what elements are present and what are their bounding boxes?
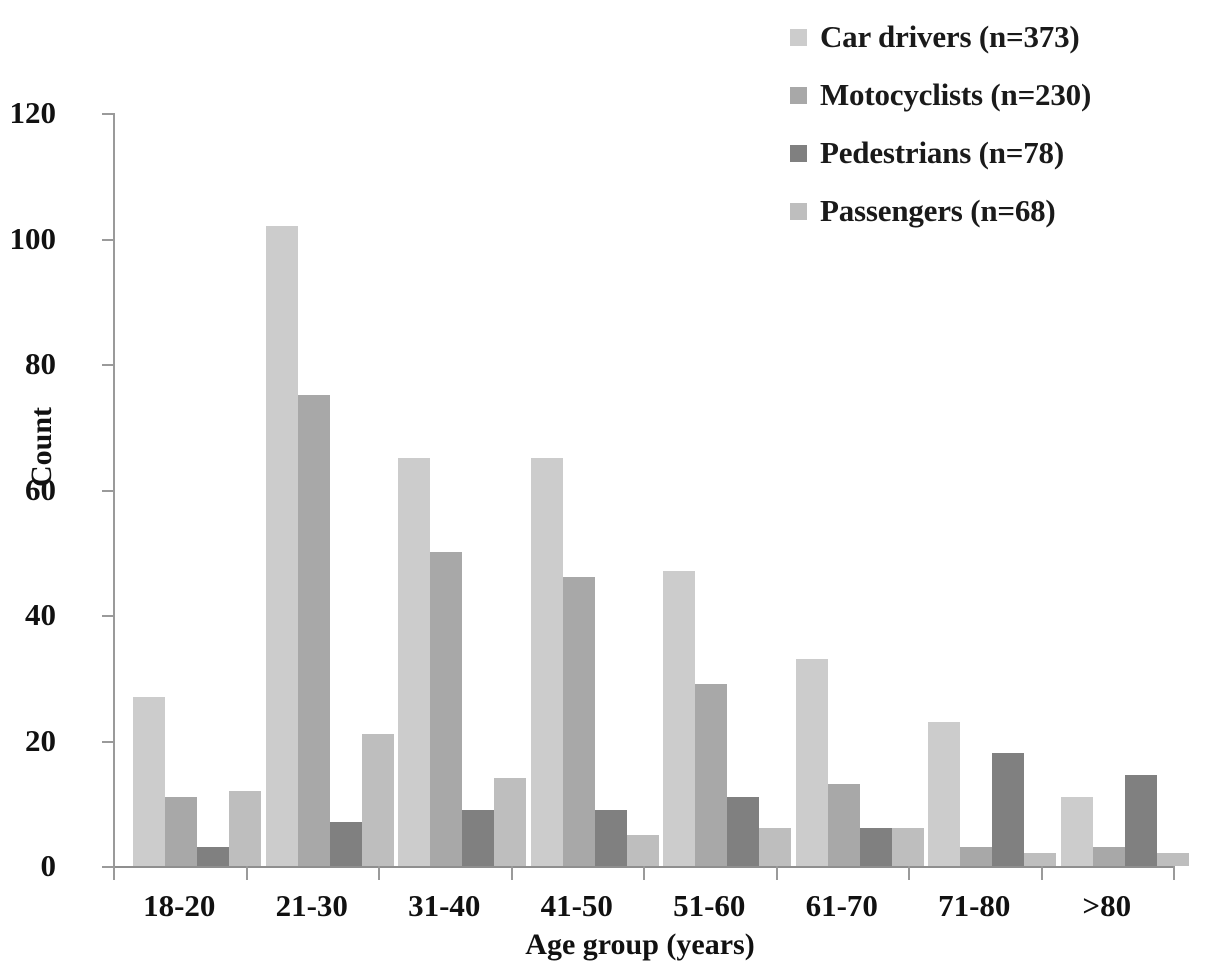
bar: [361, 734, 394, 866]
legend-swatch-motocyclists: [790, 86, 807, 104]
x-axis-tick: [908, 866, 910, 880]
x-axis-tick: [643, 866, 645, 880]
y-axis-tick: [102, 866, 113, 868]
y-axis-tick-label: 20: [25, 722, 56, 758]
x-axis-tick: [1040, 866, 1043, 880]
bar: [695, 684, 727, 866]
x-axis-tick: [1173, 866, 1175, 880]
bar: [229, 790, 261, 866]
x-axis-tick-label: 61-70: [805, 888, 878, 923]
legend-item-pedestrians: Pedestrians (n=78): [790, 124, 1190, 182]
x-axis-tick-label: 41-50: [540, 888, 613, 923]
y-axis-tick: [102, 615, 113, 617]
bars-layer: [115, 113, 1189, 866]
bar: [759, 828, 791, 866]
bar: [1124, 775, 1157, 866]
legend-label-car-drivers: Car drivers (n=373): [820, 19, 1080, 54]
bar: [1156, 853, 1189, 866]
bar: [1092, 847, 1125, 866]
bar: [928, 721, 960, 866]
bar: [992, 753, 1024, 866]
x-axis-title: Age group (years): [525, 928, 755, 961]
bar: [133, 696, 165, 866]
bar: [197, 847, 229, 866]
x-axis-tick: [378, 866, 380, 880]
y-axis-tick: [102, 740, 113, 743]
legend-label-passengers: Passengers (n=68): [820, 193, 1056, 228]
y-axis-tick-label: 40: [25, 597, 56, 632]
bar: [430, 552, 462, 866]
y-axis-tick: [102, 113, 113, 115]
bar: [1024, 853, 1056, 866]
legend-label-motocyclists: Motocyclists (n=230): [820, 77, 1092, 112]
bar: [265, 225, 298, 866]
x-axis-tick-label: 71-80: [938, 888, 1011, 923]
x-axis-tick: [245, 866, 248, 880]
y-axis-tick: [102, 238, 113, 241]
bar: [297, 395, 330, 866]
x-axis-tick: [775, 866, 778, 880]
x-axis-tick-label: 18-20: [143, 888, 216, 923]
bar: [165, 796, 197, 866]
bar: [462, 809, 494, 866]
y-axis-tick-label: 100: [9, 220, 57, 256]
x-axis-tick-label: >80: [1082, 888, 1132, 923]
y-axis-tick-label: 80: [25, 346, 56, 381]
bar: [398, 458, 430, 866]
legend-swatch-passengers: [790, 202, 807, 220]
y-axis-tick-label: 0: [40, 848, 57, 883]
legend-label-pedestrians: Pedestrians (n=78): [820, 135, 1064, 170]
legend-swatch-car-drivers: [790, 28, 807, 46]
bar: [1060, 796, 1093, 866]
bar: [663, 571, 695, 866]
x-axis-tick: [510, 866, 513, 880]
legend-item-passengers: Passengers (n=68): [790, 182, 1190, 240]
bar: [626, 834, 659, 866]
y-axis-tick-label: 60: [25, 471, 56, 507]
y-axis-tick-label: 120: [9, 95, 57, 130]
bar: [530, 458, 563, 866]
legend-swatch-pedestrians: [790, 144, 807, 162]
y-axis-line: [113, 113, 115, 866]
bar: [727, 796, 759, 866]
x-axis-tick-label: 31-40: [408, 888, 481, 923]
axis-area: 0 20 40 60 80 100 120 18-20 21-30 31-40 41-50 51-6…: [10, 95, 1189, 923]
x-axis-tick-label: 21-30: [275, 888, 348, 923]
bar: [960, 847, 992, 866]
y-axis-tick: [102, 489, 113, 492]
y-axis-tick: [102, 364, 113, 366]
chart-legend: Car drivers (n=373) Motocyclists (n=230)…: [790, 8, 1190, 240]
bar: [795, 658, 828, 866]
legend-item-car-drivers: Car drivers (n=373): [790, 8, 1190, 66]
bar: [827, 784, 860, 866]
x-axis-tick-label: 51-60: [673, 888, 746, 923]
x-axis-tick: [113, 866, 115, 880]
bar: [494, 778, 526, 866]
legend-item-motocyclists: Motocyclists (n=230): [790, 66, 1190, 124]
bar: [562, 577, 595, 866]
bar: [329, 822, 362, 866]
bar: [891, 828, 924, 866]
bar: [594, 809, 627, 866]
bar: [859, 828, 892, 866]
